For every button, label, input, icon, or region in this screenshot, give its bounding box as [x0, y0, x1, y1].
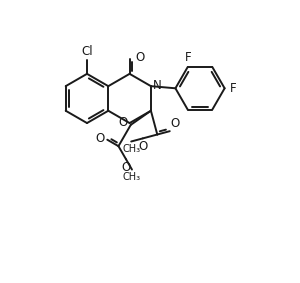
Text: CH₃: CH₃: [122, 143, 140, 154]
Text: Cl: Cl: [81, 45, 93, 58]
Text: O: O: [170, 117, 180, 130]
Text: O: O: [96, 132, 105, 145]
Text: F: F: [230, 82, 237, 95]
Text: O: O: [135, 51, 144, 64]
Text: CH₃: CH₃: [123, 172, 141, 182]
Text: N: N: [153, 79, 162, 92]
Text: O: O: [138, 140, 147, 153]
Text: O: O: [121, 161, 130, 174]
Text: F: F: [185, 51, 192, 64]
Text: O: O: [118, 116, 128, 129]
